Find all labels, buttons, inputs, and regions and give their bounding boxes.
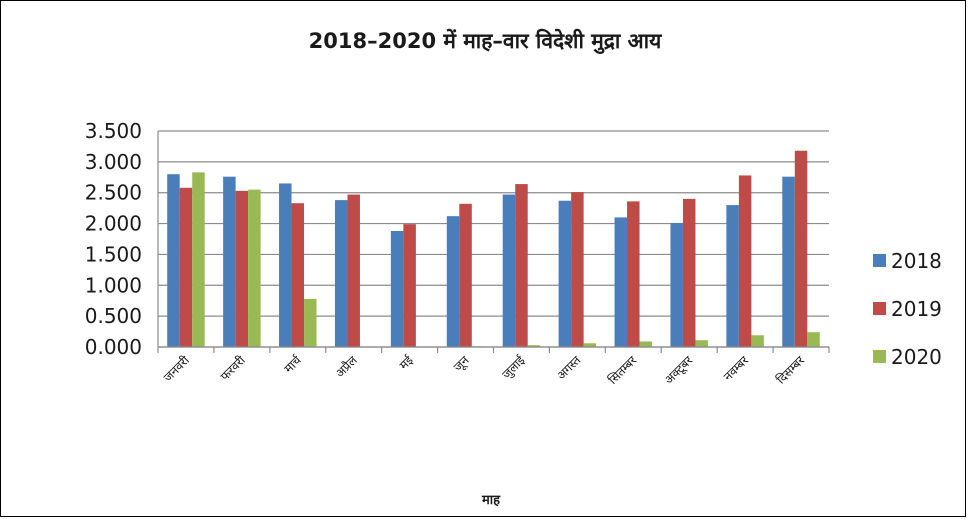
- x-tick-label: जनवरी: [161, 353, 193, 385]
- x-tick-label: अक्टूबर: [662, 352, 697, 387]
- legend-label-2019: 2019: [891, 297, 942, 321]
- y-tick-label: 0.000: [85, 335, 142, 359]
- y-tick-label: 3.500: [85, 119, 142, 143]
- bar-2019: [794, 150, 808, 347]
- x-tick-label: अप्रैल: [333, 353, 361, 381]
- x-tick-label: मार्च: [281, 353, 304, 376]
- legend-label-2018: 2018: [891, 249, 942, 273]
- bar-2019: [347, 194, 360, 347]
- x-tick-label: दिसम्बर: [774, 352, 808, 386]
- bar-2018: [334, 200, 348, 347]
- bar-2018: [279, 183, 292, 347]
- bar-2018: [614, 217, 628, 347]
- bar-2020: [192, 172, 205, 347]
- bar-2020: [695, 340, 708, 347]
- x-tick-label: मई: [397, 352, 417, 372]
- x-tick-label: जून: [451, 353, 473, 375]
- y-tick-label: 2.500: [85, 181, 142, 205]
- legend-swatch-2018: [873, 254, 886, 267]
- x-tick-label: सितम्बर: [606, 352, 641, 387]
- bar-2018: [167, 174, 180, 347]
- x-axis-title: माह: [481, 493, 501, 508]
- y-tick-label: 0.500: [85, 304, 142, 328]
- bar-2020: [248, 189, 261, 347]
- bar-2020: [583, 343, 597, 347]
- bar-2020: [304, 298, 317, 347]
- legend-swatch-2019: [873, 302, 886, 315]
- chart-title: 2018–2020 में माह–वार विदेशी मुद्रा आय: [308, 29, 662, 53]
- y-tick-label: 1.000: [85, 273, 142, 297]
- legend-label-2020: 2020: [891, 345, 942, 369]
- x-tick-label: फरवरी: [218, 353, 249, 384]
- bar-2018: [502, 194, 516, 347]
- bar-2019: [515, 184, 528, 347]
- bar-2019: [235, 190, 249, 347]
- bar-2019: [571, 192, 584, 347]
- bar-2018: [726, 205, 739, 347]
- bar-2019: [459, 203, 472, 347]
- bar-2018: [670, 222, 683, 347]
- bar-2019: [403, 224, 416, 347]
- y-tick-label: 2.000: [85, 212, 142, 236]
- bar-2020: [639, 341, 653, 347]
- legend-swatch-2020: [873, 350, 886, 363]
- bar-2019: [627, 201, 640, 347]
- bar-2018: [390, 230, 404, 347]
- bar-2019: [738, 175, 752, 347]
- bar-2019: [179, 187, 193, 347]
- bar-2018: [782, 176, 795, 347]
- bar-2020: [807, 332, 820, 347]
- bar-2020: [527, 345, 541, 347]
- x-tick-label: नवम्बर: [721, 352, 752, 383]
- bar-2019: [291, 203, 305, 347]
- bar-2018: [223, 176, 236, 347]
- y-tick-label: 1.500: [85, 242, 142, 266]
- bar-2019: [682, 198, 696, 347]
- bar-2018: [446, 216, 460, 347]
- x-tick-label: अगस्त: [554, 352, 584, 382]
- y-tick-label: 3.000: [85, 150, 142, 174]
- x-tick-label: जुलाई: [499, 352, 529, 382]
- bar-2018: [558, 200, 572, 347]
- bar-2020: [751, 335, 764, 347]
